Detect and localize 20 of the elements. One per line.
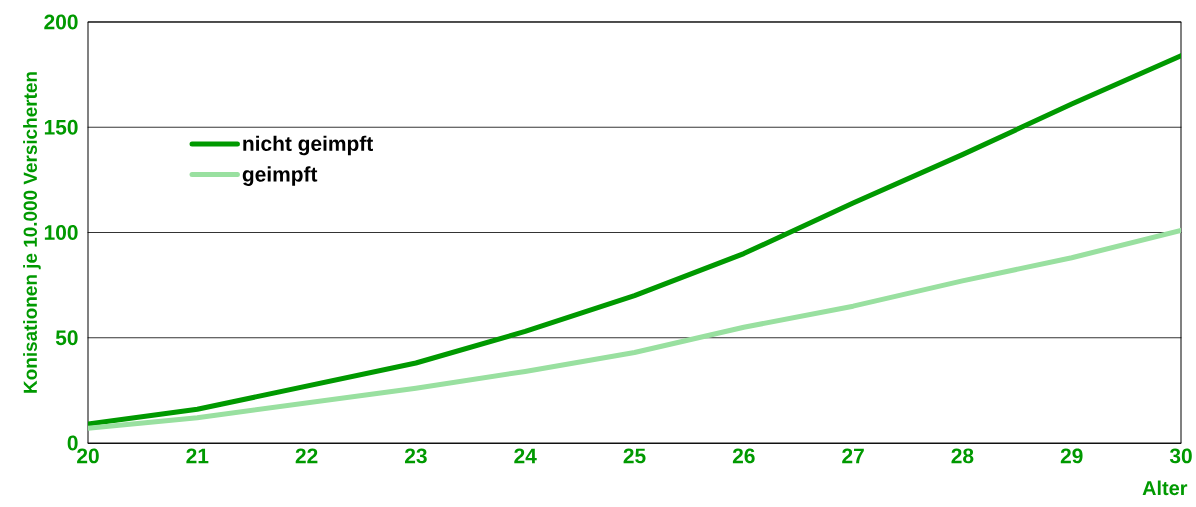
y-tick-label: 150	[44, 119, 78, 135]
x-tick-label: 28	[951, 448, 974, 464]
y-tick-label: 200	[44, 14, 78, 30]
y-tick-label: 50	[55, 330, 78, 346]
x-tick-label: 24	[514, 448, 537, 464]
legend-label: nicht geimpft	[243, 135, 373, 156]
legend-label: geimpft	[242, 166, 318, 186]
x-axis-title: Alter	[1142, 480, 1188, 496]
x-tick-label: 27	[842, 448, 864, 464]
y-tick-label: 0	[67, 435, 78, 451]
x-tick-label: 21	[186, 448, 209, 464]
x-tick-label: 26	[732, 448, 755, 464]
x-tick-label: 25	[623, 448, 646, 464]
x-tick-label: 20	[77, 448, 99, 464]
y-axis-title: Konisationen je 10.000 Versicherten	[23, 72, 41, 393]
x-tick-label: 22	[295, 448, 318, 464]
x-tick-label: 29	[1060, 448, 1083, 464]
y-tick-label: 100	[44, 225, 78, 240]
x-tick-label: 23	[404, 448, 427, 464]
x-tick-label: 30	[1169, 448, 1192, 464]
